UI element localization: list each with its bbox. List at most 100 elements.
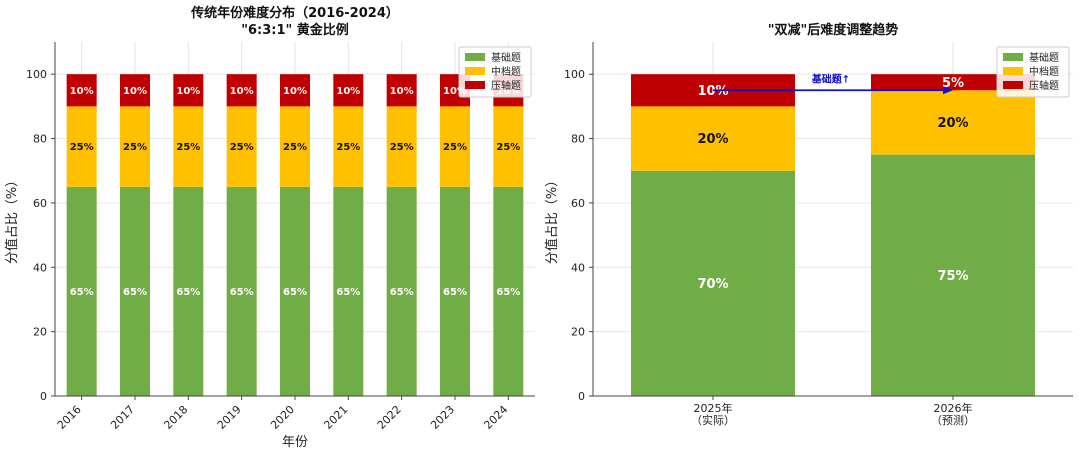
x-axis-label: 年份 <box>282 435 308 450</box>
bar-segment <box>226 74 257 107</box>
y-tick-label: 0 <box>40 390 47 403</box>
legend-label: 中档题 <box>491 65 521 78</box>
data-label: 65% <box>443 287 467 298</box>
data-label: 10% <box>697 84 728 99</box>
y-tick-label: 60 <box>571 197 585 210</box>
legend-swatch <box>465 67 485 75</box>
x-tick-label: 2026年 <box>934 401 973 415</box>
bar-segment <box>871 90 1035 155</box>
bar-segment <box>386 74 417 107</box>
data-label: 20% <box>937 116 968 131</box>
legend-swatch <box>465 81 485 89</box>
data-label: 65% <box>283 287 307 298</box>
data-label: 65% <box>123 287 147 298</box>
bar-segment <box>120 106 150 187</box>
legend-swatch <box>465 53 485 61</box>
data-label: 10% <box>336 86 360 97</box>
bar-segment <box>386 186 417 396</box>
bar-segment <box>280 106 310 187</box>
bar-segment <box>280 74 310 107</box>
y-axis-label: 分值占比（%） <box>4 174 20 264</box>
bar-segment <box>173 106 204 187</box>
bar-segment <box>871 74 1035 91</box>
data-label: 70% <box>697 277 728 292</box>
legend-label: 基础题 <box>1029 51 1059 64</box>
bar-segment <box>631 106 795 171</box>
data-label: 10% <box>443 86 467 97</box>
y-tick-label: 80 <box>33 133 47 146</box>
annotation-arrow-head <box>943 86 953 95</box>
right-chart: 70% 20% 10% 75% 20% 5% 0 20 40 60 80 100 2025年（实际） 20… <box>544 22 1073 427</box>
data-label: 10% <box>283 86 307 97</box>
x-tick-label: 2025年 <box>694 401 733 415</box>
data-label: 75% <box>937 269 968 284</box>
data-label: 20% <box>697 132 728 147</box>
bar-segment <box>66 74 97 107</box>
data-label: 65% <box>390 287 414 298</box>
bar-segment <box>386 106 417 187</box>
data-label: 25% <box>496 142 520 153</box>
legend-swatch <box>1003 81 1023 89</box>
data-label: 10% <box>70 86 94 97</box>
legend-label: 压轴题 <box>491 79 521 92</box>
data-label: 25% <box>390 142 414 153</box>
legend-swatch <box>1003 67 1023 75</box>
bar-segment <box>120 74 150 107</box>
y-tick-label: 40 <box>571 261 585 274</box>
bar-segment <box>226 106 257 187</box>
data-label: 25% <box>70 142 94 153</box>
chart-title: 传统年份难度分布（2016-2024） <box>190 5 399 21</box>
bar-segment <box>440 186 470 396</box>
legend-swatch <box>1003 53 1023 61</box>
annotation-label: 基础题↑ <box>811 72 850 85</box>
data-label: 25% <box>176 142 200 153</box>
bar-segment <box>226 186 257 396</box>
bar-segment <box>66 186 97 396</box>
data-label: 10% <box>390 86 414 97</box>
y-tick-label: 100 <box>26 68 47 81</box>
bar-segment <box>120 186 150 396</box>
y-tick-label: 20 <box>571 326 585 339</box>
data-label: 25% <box>123 142 147 153</box>
bar-segment <box>440 106 470 187</box>
data-label: 65% <box>336 287 360 298</box>
legend-label: 基础题 <box>491 51 521 64</box>
data-label: 65% <box>176 287 200 298</box>
bar-segment <box>493 186 524 396</box>
bar-segment <box>173 74 204 107</box>
bar-segment <box>493 106 524 187</box>
data-label: 10% <box>123 86 147 97</box>
data-label: 25% <box>283 142 307 153</box>
data-label: 10% <box>230 86 254 97</box>
bar-segment <box>280 186 310 396</box>
legend-label: 压轴题 <box>1029 79 1059 92</box>
y-tick-label: 20 <box>33 326 47 339</box>
bar-segment <box>173 186 204 396</box>
data-label: 65% <box>230 287 254 298</box>
chart-title: "双减"后难度调整趋势 <box>768 22 899 38</box>
bar-segment <box>333 74 364 107</box>
y-axis-label: 分值占比（%） <box>544 174 560 264</box>
data-label: 25% <box>336 142 360 153</box>
x-tick-sublabel: （实际） <box>691 413 735 427</box>
data-label: 65% <box>496 287 520 298</box>
data-label: 10% <box>176 86 200 97</box>
data-label: 65% <box>70 287 94 298</box>
legend-label: 中档题 <box>1029 65 1059 78</box>
bar-segment <box>871 154 1035 396</box>
data-label: 5% <box>942 76 964 91</box>
data-label: 25% <box>443 142 467 153</box>
y-tick-label: 80 <box>571 133 585 146</box>
bar-segment <box>333 186 364 396</box>
y-tick-label: 0 <box>578 390 585 403</box>
data-label: 25% <box>230 142 254 153</box>
y-tick-label: 60 <box>33 197 47 210</box>
y-tick-label: 40 <box>33 261 47 274</box>
bar-segment <box>631 170 795 396</box>
bar-segment <box>66 106 97 187</box>
x-tick-sublabel: （预测） <box>931 414 975 427</box>
y-tick-label: 100 <box>564 68 585 81</box>
chart-subtitle: "6:3:1" 黄金比例 <box>241 22 349 38</box>
bar-segment <box>333 106 364 187</box>
